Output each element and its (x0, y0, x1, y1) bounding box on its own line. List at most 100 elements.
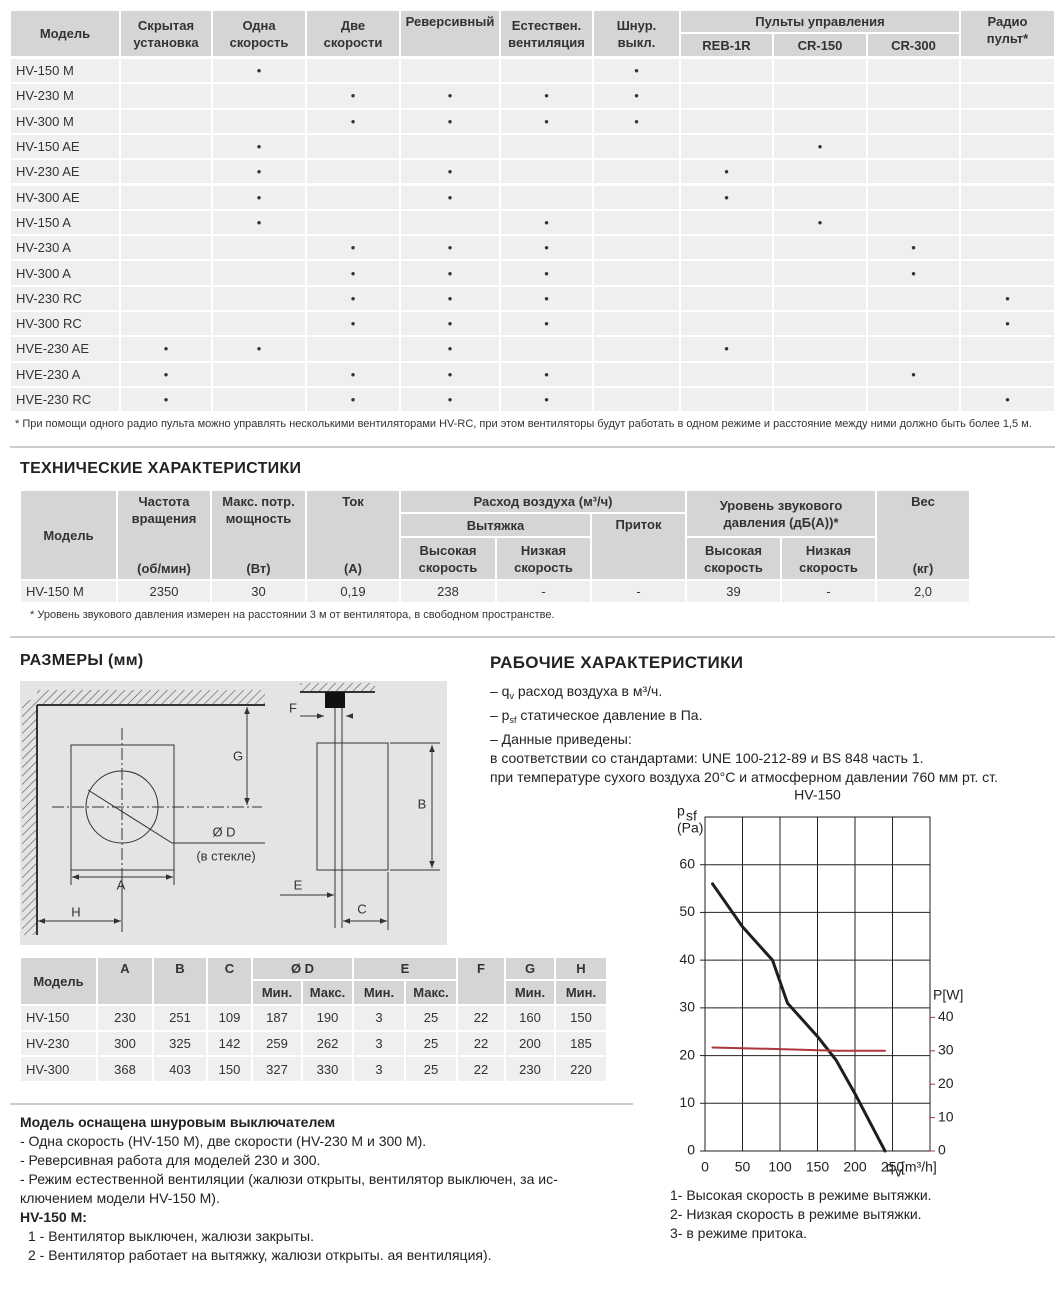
mark-cell-text: • (911, 366, 916, 382)
x-axis-label: [m³/h] (901, 1159, 937, 1175)
mark-cell-text: • (544, 290, 549, 306)
header-cell: Ток (А) (306, 490, 400, 580)
mark-cell: • (400, 108, 500, 134)
data-cell: 25 (405, 1005, 457, 1031)
mark-cell-text: • (447, 88, 453, 104)
mark-cell (773, 285, 867, 311)
mark-cell (400, 58, 500, 84)
header-cell: F (457, 957, 505, 1005)
data-cell: 109 (207, 1005, 252, 1031)
header-cell: Ø D (252, 957, 353, 980)
data-cell: 2350 (117, 580, 211, 603)
mark-cell-text: • (911, 240, 916, 256)
mark-cell-text: • (447, 392, 453, 408)
header-cell-text: Вытяжка (466, 517, 525, 533)
header-cell: B (153, 957, 207, 1005)
model-cell: HV-300 A (10, 260, 120, 286)
mark-cell: • (680, 184, 773, 210)
mark-cell-text: • (163, 392, 169, 408)
mark-cell (212, 311, 306, 337)
model-cell-text: HV-300 RC (16, 316, 82, 332)
mark-cell (120, 58, 212, 84)
performance-line: в соответствии со стандартами: UNE 100-2… (490, 749, 998, 768)
data-cell-text: HV-300 (26, 1061, 70, 1077)
model-cell: HV-300 RC (10, 311, 120, 337)
mark-cell-text: • (544, 316, 549, 332)
data-cell-text: 150 (218, 1061, 241, 1077)
dimension-diagram: F G B Ø D (в стекле) A H E C (20, 681, 447, 945)
data-cell-text: 403 (169, 1061, 191, 1077)
diagram-label: A (117, 877, 126, 892)
mark-cell-text: • (724, 341, 729, 357)
header-cell-text: (А) (343, 561, 363, 576)
mark-cell: • (306, 235, 400, 261)
header-cell: Естествен. вентиляция (500, 10, 593, 57)
mark-cell: • (500, 361, 593, 387)
mark-cell-text: • (544, 240, 549, 256)
model-cell-text: HV-300 A (16, 265, 71, 281)
mark-cell (593, 184, 680, 210)
header-cell-text: CR-300 (891, 37, 936, 53)
data-cell-text: 22 (473, 1010, 489, 1026)
header-cell-text: Расход воздуха (м³/ч) (473, 494, 613, 509)
data-cell: 30 (211, 580, 306, 603)
mark-cell: • (306, 386, 400, 413)
text: – p (490, 707, 510, 723)
mark-cell (680, 235, 773, 261)
mark-cell: • (680, 159, 773, 185)
header-cell: Мин. (505, 980, 555, 1005)
mark-cell-text: • (544, 113, 549, 129)
header-cell-text: G (524, 961, 536, 976)
mark-cell (680, 311, 773, 337)
mark-cell: • (593, 58, 680, 84)
mark-cell: • (306, 260, 400, 286)
y2-tick-label: 0 (938, 1142, 946, 1158)
data-cell-text: 25 (423, 1061, 439, 1077)
y-axis-label: p (677, 803, 685, 819)
x-tick-label: 50 (735, 1159, 751, 1175)
data-cell-text: 368 (114, 1061, 136, 1077)
data-cell-text: 30 (251, 584, 266, 599)
mark-cell (680, 361, 773, 387)
data-cell: 3 (353, 1056, 405, 1083)
mark-cell (212, 83, 306, 109)
mark-cell-text: • (634, 63, 639, 79)
mark-cell (867, 209, 960, 236)
header-cell: Макс. потр. мощность (Вт) (211, 490, 306, 580)
mark-cell-text: • (544, 214, 549, 230)
y-tick-label: 20 (679, 1046, 695, 1062)
mark-cell (867, 311, 960, 337)
header-cell: Приток (591, 513, 686, 580)
header-cell-text: Макс. (413, 985, 449, 1000)
header-cell-text: C (224, 961, 235, 976)
header-cell-text: Модель (33, 973, 84, 989)
header-cell-text: Уровень звукового давления (дБ(А))* (719, 497, 843, 530)
mark-cell (400, 209, 500, 236)
data-cell-text: 3 (375, 1036, 383, 1052)
header-cell-text: Радио пульт* (986, 14, 1029, 46)
header-cell-text: Модель (43, 527, 94, 543)
header-cell-text: Высокая скорость (704, 542, 763, 575)
mark-cell-text: • (724, 164, 729, 180)
mark-cell (593, 336, 680, 362)
mark-cell (680, 260, 773, 286)
model-cell: HV-150 M (10, 58, 120, 84)
model-cell: HV-150 AE (10, 133, 120, 160)
mark-cell: • (500, 285, 593, 311)
mark-cell (212, 285, 306, 311)
data-cell: 230 (505, 1056, 555, 1083)
notes-lines: - Одна скорость (HV-150 M), две скорости… (20, 1132, 558, 1265)
header-cell-text: Естествен. вентиляция (508, 17, 585, 50)
header-cell-text: Низкая скорость (514, 542, 573, 575)
mark-cell-text: • (1005, 316, 1010, 332)
data-cell: 300 (97, 1030, 153, 1057)
header-cell-text: H (576, 961, 586, 976)
y-tick-label: 60 (679, 855, 695, 871)
data-cell-text: 2350 (149, 584, 179, 599)
mark-cell (867, 83, 960, 109)
header-cell-text: B (175, 961, 185, 976)
header-cell: Шнур. выкл. (593, 10, 680, 57)
mark-cell (120, 184, 212, 210)
header-cell: Макс. (302, 980, 353, 1005)
mark-cell (867, 108, 960, 134)
